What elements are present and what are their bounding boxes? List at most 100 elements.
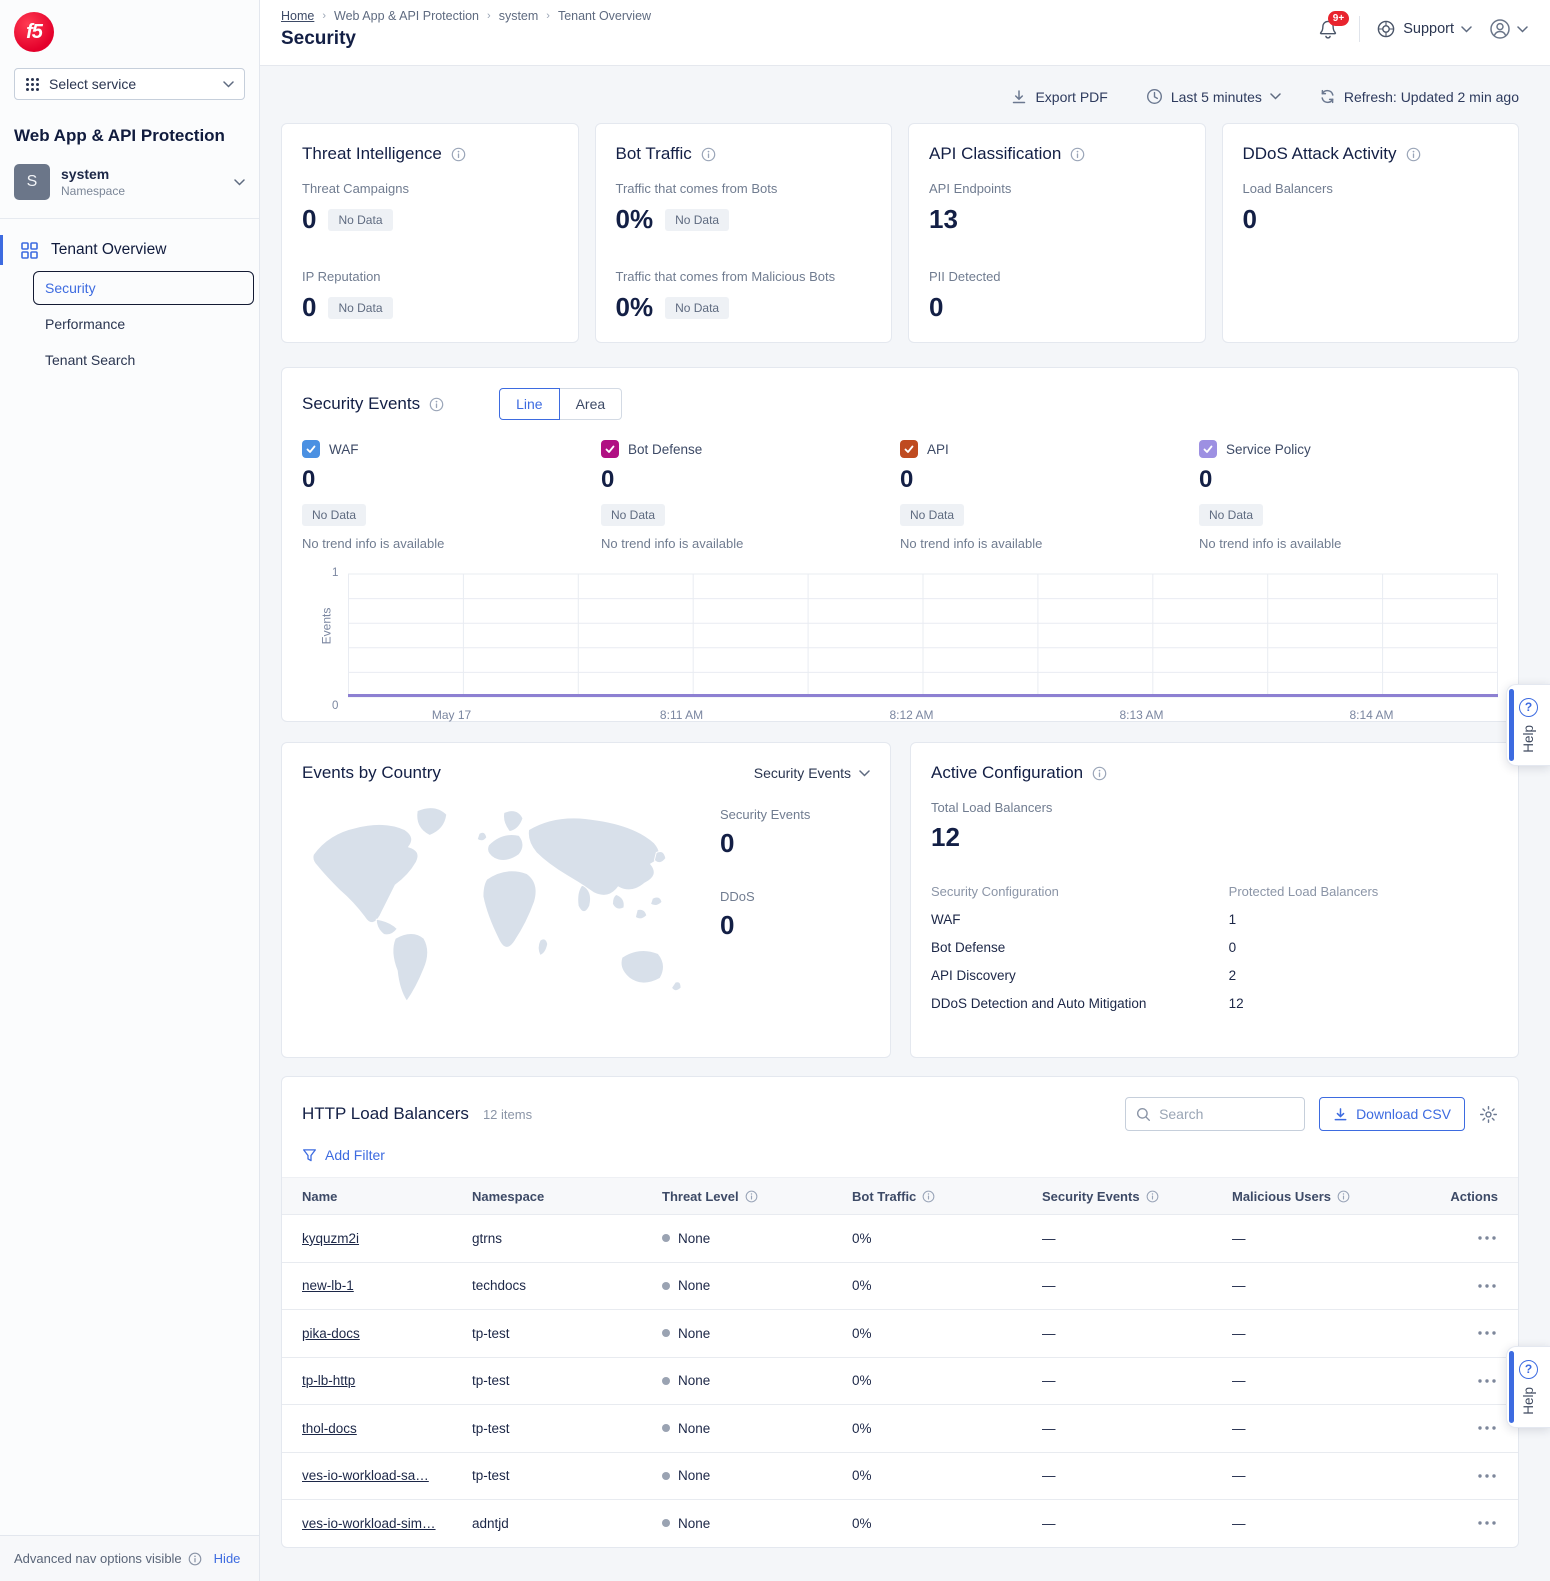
breadcrumb-waap[interactable]: Web App & API Protection: [334, 9, 480, 23]
user-menu[interactable]: [1488, 17, 1528, 41]
sidebar-item-performance[interactable]: Performance: [45, 316, 126, 332]
sidebar-item-tenant-overview[interactable]: Tenant Overview: [0, 233, 259, 267]
country-stat-label: Security Events: [720, 807, 811, 822]
lb-bot-traffic: 0%: [852, 1325, 872, 1341]
lb-name-link[interactable]: tp-lb-http: [302, 1373, 356, 1389]
download-icon: [1334, 1107, 1347, 1120]
add-filter-button[interactable]: Add Filter: [282, 1131, 1518, 1177]
lb-name-link[interactable]: thol-docs: [302, 1420, 357, 1436]
api-checkbox[interactable]: [900, 440, 918, 458]
country-stat-label: DDoS: [720, 889, 755, 904]
legend-note: No trend info is available: [900, 536, 1043, 551]
info-icon[interactable]: [1146, 1190, 1159, 1203]
lb-name-link[interactable]: new-lb-1: [302, 1278, 354, 1294]
table-settings-gear-icon[interactable]: [1479, 1105, 1498, 1124]
lb-security-events: —: [1042, 1373, 1056, 1389]
no-data-badge: No Data: [328, 208, 393, 231]
y-axis-label: Events: [319, 607, 334, 645]
breadcrumb-separator: ›: [487, 10, 491, 22]
info-icon[interactable]: [1070, 147, 1085, 162]
toggle-area-button[interactable]: Area: [558, 388, 623, 420]
help-question-icon: [1519, 697, 1538, 717]
metric-label: Load Balancers: [1242, 181, 1333, 196]
export-pdf-button[interactable]: Export PDF: [1011, 89, 1108, 105]
row-actions-menu[interactable]: [1476, 1375, 1498, 1387]
col-bot-traffic: Bot Traffic: [852, 1189, 1042, 1204]
no-data-badge: No Data: [665, 296, 730, 319]
metric-label: Traffic that comes from Malicious Bots: [615, 269, 836, 284]
threat-level-dot: [662, 1376, 670, 1385]
refresh-button[interactable]: Refresh: Updated 2 min ago: [1319, 88, 1519, 105]
hide-nav-link[interactable]: Hide: [213, 1551, 241, 1566]
lb-name-link[interactable]: pika-docs: [302, 1325, 360, 1341]
time-range-selector[interactable]: Last 5 minutes: [1146, 88, 1281, 105]
search-icon: [1137, 1107, 1151, 1121]
waf-checkbox[interactable]: [302, 440, 320, 458]
cfg-row-ddos: DDoS Detection and Auto Mitigation 12: [931, 995, 1244, 1011]
metric-label: API Endpoints: [929, 181, 1012, 196]
info-icon[interactable]: [701, 147, 716, 162]
row-actions-menu[interactable]: [1476, 1280, 1498, 1292]
lb-name-link[interactable]: kyquzm2i: [302, 1230, 360, 1246]
select-service-dropdown[interactable]: Select service: [14, 68, 245, 100]
support-menu[interactable]: Support: [1376, 19, 1472, 39]
total-lb-label: Total Load Balancers: [931, 800, 1053, 815]
x-tick: 8:14 AM: [1349, 708, 1394, 722]
sidebar-item-security[interactable]: Security: [33, 271, 254, 305]
bot-defense-checkbox[interactable]: [601, 440, 619, 458]
cfg-row-api-discovery: API Discovery 2: [931, 967, 1237, 983]
download-csv-button[interactable]: Download CSV: [1319, 1097, 1465, 1131]
row-actions-menu[interactable]: [1476, 1517, 1498, 1529]
events-by-country-title: Events by Country: [302, 763, 441, 782]
info-icon[interactable]: [1406, 147, 1421, 162]
help-tab-accent-bar: [1509, 689, 1514, 761]
lb-bot-traffic: 0%: [852, 1278, 872, 1294]
lb-security-events: —: [1042, 1420, 1056, 1436]
breadcrumb-system[interactable]: system: [498, 9, 539, 23]
search-input[interactable]: [1159, 1106, 1280, 1122]
no-data-badge: No Data: [328, 296, 393, 319]
info-icon[interactable]: [1337, 1190, 1350, 1203]
country-stat-value: 0: [720, 910, 735, 940]
configuration-table: Security Configuration Protected Load Ba…: [931, 877, 1498, 1017]
metric-value: 0: [302, 292, 317, 322]
info-icon[interactable]: [745, 1190, 758, 1203]
info-icon[interactable]: [922, 1190, 935, 1203]
toggle-line-button[interactable]: Line: [499, 388, 560, 420]
row-actions-menu[interactable]: [1476, 1232, 1498, 1244]
metric-value: 0: [929, 292, 944, 322]
row-actions-menu[interactable]: [1476, 1422, 1498, 1434]
lb-bot-traffic: 0%: [852, 1420, 872, 1436]
lb-malicious-users: —: [1232, 1325, 1246, 1341]
metric-value: 0%: [615, 292, 654, 322]
legend-note: No trend info is available: [302, 536, 445, 551]
lb-name-link[interactable]: ves-io-workload-sim…: [302, 1515, 436, 1531]
help-question-icon: [1519, 1359, 1538, 1379]
lb-namespace: adntjd: [472, 1515, 509, 1531]
chevron-down-icon: [223, 80, 234, 88]
search-box: [1125, 1097, 1306, 1131]
country-metric-selector[interactable]: Security Events: [754, 765, 870, 781]
metric-value: 0: [1242, 204, 1257, 234]
col-actions: Actions: [1450, 1188, 1498, 1204]
lb-malicious-users: —: [1232, 1373, 1246, 1389]
info-icon[interactable]: [1092, 766, 1107, 781]
lb-name-link[interactable]: ves-io-workload-sa…: [302, 1468, 429, 1484]
sidebar-item-tenant-search[interactable]: Tenant Search: [45, 352, 136, 368]
help-tab[interactable]: Help: [1506, 684, 1550, 766]
notifications-button[interactable]: 9+: [1317, 10, 1350, 41]
service-policy-checkbox[interactable]: [1199, 440, 1217, 458]
help-tab-accent-bar: [1509, 1351, 1514, 1423]
info-icon[interactable]: [429, 397, 444, 412]
lb-security-events: —: [1042, 1278, 1056, 1294]
lb-malicious-users: —: [1232, 1420, 1246, 1436]
row-actions-menu[interactable]: [1476, 1327, 1498, 1339]
info-icon[interactable]: [451, 147, 466, 162]
help-tab[interactable]: Help: [1506, 1346, 1550, 1428]
namespace-selector[interactable]: S system Namespace: [14, 164, 245, 218]
row-actions-menu[interactable]: [1476, 1470, 1498, 1482]
breadcrumb-home[interactable]: Home: [281, 9, 315, 23]
namespace-avatar: S: [14, 164, 50, 200]
table-row: kyquzm2i gtrns None 0% — —: [282, 1214, 1518, 1262]
legend-value: 0: [302, 466, 316, 493]
